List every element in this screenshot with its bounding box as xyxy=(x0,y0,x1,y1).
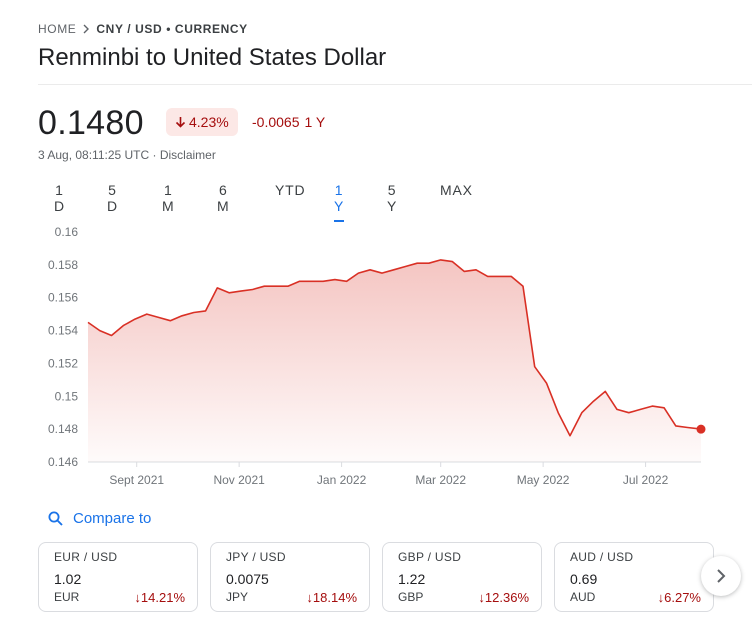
tab-6m[interactable]: 6 M xyxy=(217,182,230,214)
y-tick-label: 0.152 xyxy=(48,356,78,370)
current-price: 0.1480 xyxy=(38,104,144,142)
tab-ytd[interactable]: YTD xyxy=(275,182,306,198)
compare-to-button[interactable]: Compare to xyxy=(48,510,151,527)
tab-1d[interactable]: 1 D xyxy=(54,182,65,214)
card-pair: AUD / USD xyxy=(570,550,634,564)
arrow-down-icon: ↓ xyxy=(306,590,313,605)
divider xyxy=(38,84,752,85)
x-tick-label: Sept 2021 xyxy=(109,473,164,487)
chevron-right-icon xyxy=(717,569,726,583)
arrow-down-icon: ↓ xyxy=(134,590,141,605)
x-tick-label: May 2022 xyxy=(517,473,570,487)
price-chart[interactable]: 0.16 0.158 0.156 0.154 0.152 0.15 0.148 0.146 Se… xyxy=(0,220,752,500)
card-value: 0.69 xyxy=(570,571,598,587)
card-change: 18.14% xyxy=(312,590,357,605)
next-cards-button[interactable] xyxy=(701,556,741,596)
x-tick-label: Mar 2022 xyxy=(415,473,466,487)
change-period: 1 Y xyxy=(304,114,326,130)
card-pair: JPY / USD xyxy=(226,550,286,564)
card-change: 6.27% xyxy=(664,590,701,605)
series-area xyxy=(88,259,701,462)
arrow-down-icon: ↓ xyxy=(478,590,485,605)
compare-card-gbp[interactable]: GBP / USD 1.22 GBP ↓12.36% xyxy=(382,542,542,612)
card-code: AUD xyxy=(570,590,596,604)
chevron-right-icon xyxy=(83,24,90,34)
compare-card-aud[interactable]: AUD / USD 0.69 AUD ↓6.27% xyxy=(554,542,714,612)
change-percent-badge: 4.23% xyxy=(166,108,238,136)
tab-5d[interactable]: 5 D xyxy=(107,182,118,214)
y-tick-label: 0.158 xyxy=(48,258,78,272)
y-tick-label: 0.154 xyxy=(48,324,78,338)
change-percent: 4.23% xyxy=(189,114,229,130)
timestamp-disclaimer[interactable]: 3 Aug, 08:11:25 UTC · Disclaimer xyxy=(38,148,216,162)
tab-5y[interactable]: 5 Y xyxy=(387,182,398,214)
y-tick-label: 0.15 xyxy=(55,389,79,403)
tab-max[interactable]: MAX xyxy=(440,182,473,198)
compare-to-label: Compare to xyxy=(73,510,152,527)
page-title: Renminbi to United States Dollar xyxy=(38,44,387,71)
card-change: 14.21% xyxy=(140,590,185,605)
y-tick-label: 0.146 xyxy=(48,455,78,469)
card-pair: EUR / USD xyxy=(54,550,118,564)
compare-card-jpy[interactable]: JPY / USD 0.0075 JPY ↓18.14% xyxy=(210,542,370,612)
card-pair: GBP / USD xyxy=(398,550,462,564)
arrow-down-icon: ↓ xyxy=(657,590,665,605)
breadcrumb: HOME CNY / USD • CURRENCY xyxy=(38,22,248,36)
card-code: JPY xyxy=(226,590,249,604)
current-value-dot xyxy=(696,424,706,434)
series-line xyxy=(87,259,702,437)
card-value: 0.0075 xyxy=(226,571,269,587)
card-value: 1.22 xyxy=(398,571,426,587)
arrow-down-icon xyxy=(175,117,186,128)
search-icon xyxy=(48,511,63,526)
change-absolute: -0.0065 xyxy=(252,114,300,130)
card-code: EUR xyxy=(54,590,80,604)
breadcrumb-current: CNY / USD • CURRENCY xyxy=(96,22,248,36)
change-absolute-row: -0.0065 1 Y xyxy=(252,114,325,130)
x-tick-label: Jan 2022 xyxy=(317,473,367,487)
tab-1m[interactable]: 1 M xyxy=(162,182,175,214)
y-tick-label: 0.156 xyxy=(48,291,78,305)
y-tick-label: 0.16 xyxy=(55,225,79,239)
x-tick-label: Jul 2022 xyxy=(623,473,669,487)
card-code: GBP xyxy=(398,590,424,604)
breadcrumb-home-link[interactable]: HOME xyxy=(38,22,77,36)
compare-card-eur[interactable]: EUR / USD 1.02 EUR ↓14.21% xyxy=(38,542,198,612)
x-tick-label: Nov 2021 xyxy=(213,473,265,487)
tab-1y[interactable]: 1 Y xyxy=(334,182,345,222)
card-change: 12.36% xyxy=(484,590,529,605)
y-tick-label: 0.148 xyxy=(48,422,78,436)
card-value: 1.02 xyxy=(54,571,82,587)
